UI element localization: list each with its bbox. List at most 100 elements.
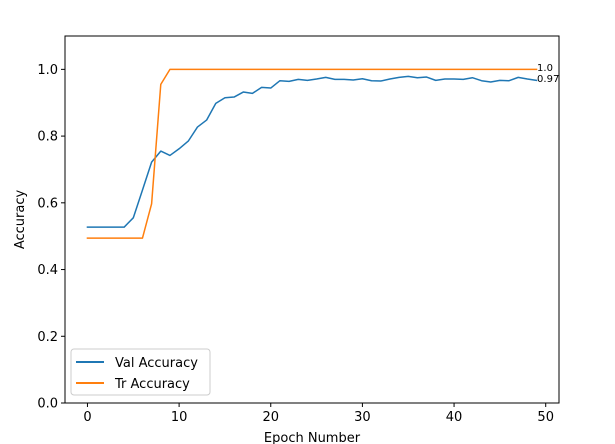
data-point-val-accuracy-6 — [142, 190, 143, 191]
data-point-val-accuracy-35 — [408, 76, 409, 77]
data-point-tr-accuracy-4 — [124, 238, 125, 239]
data-point-val-accuracy-30 — [362, 78, 363, 79]
y-tick-label-1: 0.2 — [37, 330, 58, 345]
data-point-val-accuracy-45 — [499, 80, 500, 81]
data-point-tr-accuracy-43 — [481, 69, 482, 70]
data-point-val-accuracy-19 — [261, 87, 262, 88]
series-line-val-accuracy — [86, 75, 538, 228]
data-point-tr-accuracy-14 — [215, 69, 216, 70]
data-point-tr-accuracy-45 — [499, 69, 500, 70]
data-point-val-accuracy-21 — [279, 80, 280, 81]
data-point-val-accuracy-8 — [160, 151, 161, 152]
x-axis: 0 10 20 30 40 50 — [83, 403, 554, 425]
data-point-tr-accuracy-44 — [490, 69, 491, 70]
data-point-val-accuracy-43 — [481, 80, 482, 81]
data-point-tr-accuracy-15 — [224, 69, 225, 70]
data-point-tr-accuracy-23 — [298, 69, 299, 70]
data-point-val-accuracy-29 — [353, 80, 354, 81]
data-point-val-accuracy-40 — [454, 79, 455, 80]
data-point-val-accuracy-39 — [444, 79, 445, 80]
data-point-tr-accuracy-22 — [289, 69, 290, 70]
data-point-tr-accuracy-26 — [325, 69, 326, 70]
series-line-tr-accuracy — [86, 68, 538, 239]
data-point-val-accuracy-18 — [252, 93, 253, 94]
y-tick-label-0: 0.0 — [37, 397, 58, 412]
plot-frame — [64, 35, 560, 404]
data-point-val-accuracy-41 — [463, 79, 464, 80]
data-point-val-accuracy-22 — [289, 81, 290, 82]
data-point-tr-accuracy-3 — [114, 238, 115, 239]
data-point-val-accuracy-5 — [133, 217, 134, 218]
data-point-val-accuracy-13 — [206, 120, 207, 121]
annotation-layer: 1.00.97 — [537, 63, 559, 85]
data-point-val-accuracy-12 — [197, 127, 198, 128]
data-point-tr-accuracy-10 — [179, 69, 180, 70]
data-point-val-accuracy-32 — [380, 81, 381, 82]
data-point-val-accuracy-34 — [399, 77, 400, 78]
data-point-val-accuracy-27 — [334, 79, 335, 80]
y-tick-label-4: 0.8 — [37, 130, 58, 145]
annotation-0: 1.0 — [537, 63, 553, 74]
data-point-val-accuracy-3 — [114, 227, 115, 228]
data-point-tr-accuracy-7 — [151, 203, 152, 204]
data-point-tr-accuracy-40 — [454, 69, 455, 70]
data-point-tr-accuracy-39 — [444, 69, 445, 70]
data-point-tr-accuracy-18 — [252, 69, 253, 70]
data-point-val-accuracy-15 — [224, 97, 225, 98]
y-tick-label-3: 0.6 — [37, 196, 58, 211]
data-point-tr-accuracy-20 — [270, 69, 271, 70]
data-point-tr-accuracy-28 — [344, 69, 345, 70]
data-point-tr-accuracy-41 — [463, 69, 464, 70]
data-point-tr-accuracy-48 — [527, 69, 528, 70]
data-point-val-accuracy-47 — [518, 77, 519, 78]
data-point-tr-accuracy-36 — [417, 69, 418, 70]
data-point-tr-accuracy-13 — [206, 69, 207, 70]
y-tick-label-5: 1.0 — [37, 63, 58, 78]
data-point-tr-accuracy-2 — [105, 238, 106, 239]
data-point-tr-accuracy-42 — [472, 69, 473, 70]
data-point-tr-accuracy-6 — [142, 238, 143, 239]
legend-label-val-accuracy: Val Accuracy — [115, 356, 198, 371]
x-tick-label-1: 10 — [171, 410, 188, 425]
data-point-val-accuracy-10 — [179, 148, 180, 149]
data-point-tr-accuracy-25 — [316, 69, 317, 70]
data-point-val-accuracy-23 — [298, 79, 299, 80]
data-point-tr-accuracy-11 — [188, 69, 189, 70]
annotation-1: 0.97 — [537, 74, 559, 85]
data-point-val-accuracy-4 — [124, 227, 125, 228]
data-point-val-accuracy-33 — [389, 79, 390, 80]
x-axis-label: Epoch Number — [264, 431, 361, 444]
data-point-tr-accuracy-37 — [426, 69, 427, 70]
data-point-val-accuracy-37 — [426, 77, 427, 78]
x-tick-label-0: 0 — [83, 410, 91, 425]
data-point-val-accuracy-14 — [215, 103, 216, 104]
data-point-tr-accuracy-47 — [518, 69, 519, 70]
data-point-tr-accuracy-9 — [169, 69, 170, 70]
y-axis: 0.0 0.2 0.4 0.6 0.8 1.0 — [37, 63, 65, 412]
data-point-tr-accuracy-33 — [389, 69, 390, 70]
x-tick-label-2: 20 — [262, 410, 279, 425]
data-point-tr-accuracy-31 — [371, 69, 372, 70]
data-point-val-accuracy-0 — [87, 227, 88, 228]
data-point-val-accuracy-38 — [435, 80, 436, 81]
data-point-tr-accuracy-16 — [234, 69, 235, 70]
data-point-tr-accuracy-21 — [279, 69, 280, 70]
data-point-tr-accuracy-12 — [197, 69, 198, 70]
data-point-val-accuracy-25 — [316, 79, 317, 80]
data-point-tr-accuracy-34 — [399, 69, 400, 70]
data-point-val-accuracy-42 — [472, 77, 473, 78]
data-point-val-accuracy-44 — [490, 82, 491, 83]
data-point-tr-accuracy-8 — [160, 84, 161, 85]
data-point-val-accuracy-7 — [151, 162, 152, 163]
x-tick-label-4: 40 — [446, 410, 463, 425]
data-point-val-accuracy-17 — [243, 92, 244, 93]
data-point-tr-accuracy-19 — [261, 69, 262, 70]
data-point-tr-accuracy-17 — [243, 69, 244, 70]
x-tick-label-5: 50 — [537, 410, 554, 425]
data-point-val-accuracy-24 — [307, 80, 308, 81]
data-point-tr-accuracy-0 — [87, 238, 88, 239]
data-point-val-accuracy-9 — [169, 155, 170, 156]
legend-box — [70, 348, 211, 396]
y-axis-label: Accuracy — [13, 190, 28, 250]
